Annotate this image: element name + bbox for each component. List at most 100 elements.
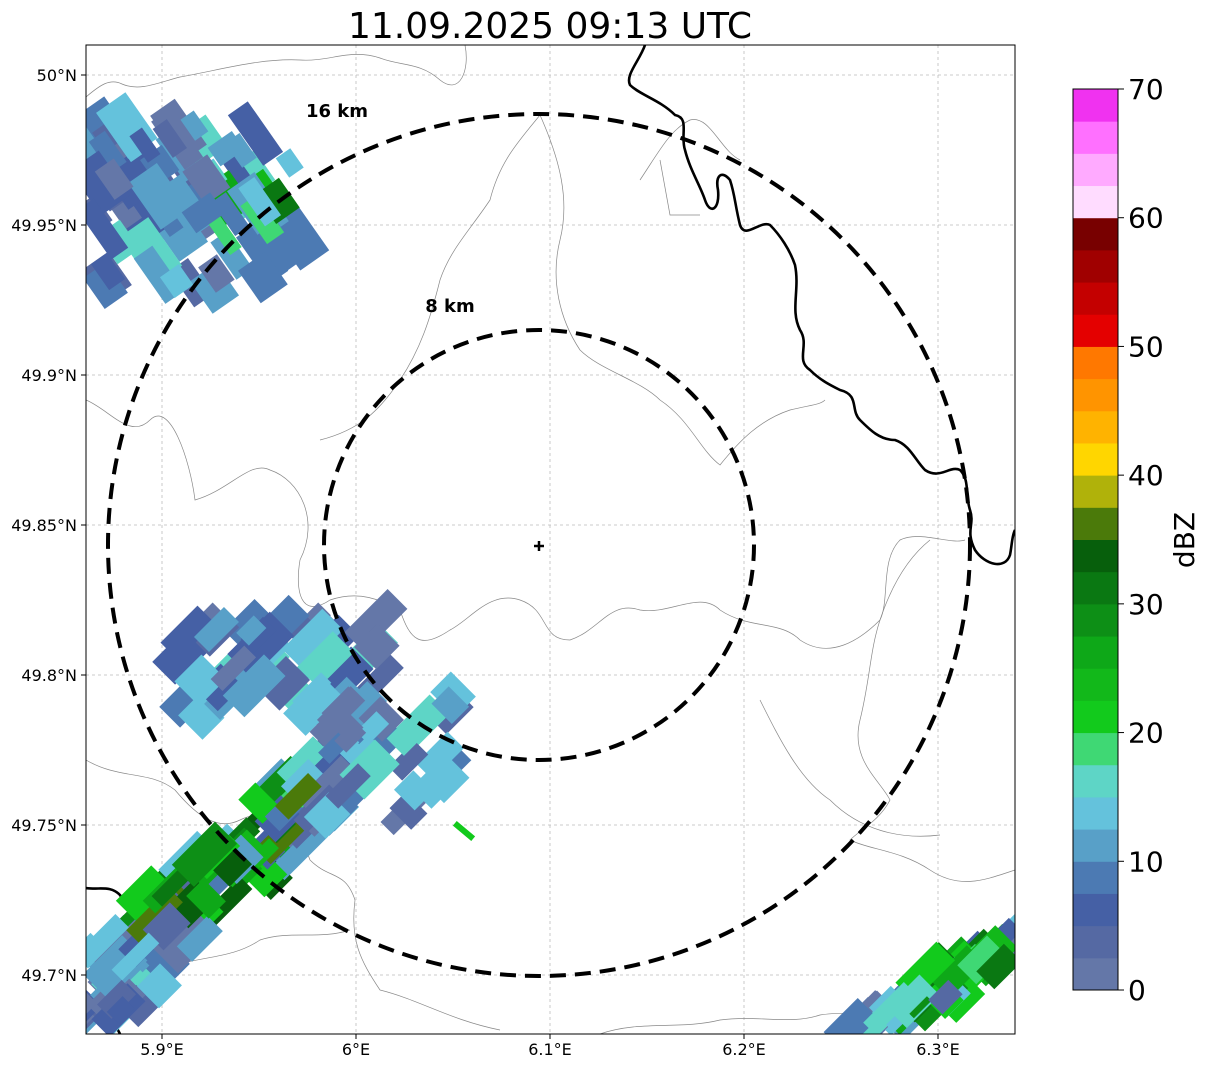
lon-tick-label: 6.2°E [722, 1040, 766, 1059]
echo-pixel [976, 943, 1015, 990]
colorbar-cell [1073, 539, 1118, 573]
echo-pixel [86, 198, 129, 260]
echo-pixel [181, 192, 225, 234]
colorbar-tick-label: 50 [1128, 330, 1164, 363]
echo-pixel [176, 915, 223, 962]
echo-pixel [297, 631, 354, 689]
colorbar-cell [1073, 378, 1118, 412]
colorbar-cell [1073, 636, 1118, 669]
echo-pixel [88, 130, 127, 174]
colorbar-cell [1073, 185, 1118, 219]
echo-pixel [386, 695, 448, 756]
colorbar-tick-label: 20 [1128, 717, 1164, 750]
echo-pixel [309, 702, 364, 757]
echo-pixel [389, 791, 428, 830]
echo-pixel [238, 251, 288, 304]
echo-pixel [152, 119, 187, 158]
colorbar-cell [1073, 249, 1118, 283]
colorbar-tick-label: 10 [1128, 845, 1164, 878]
colorbar-cell [1073, 957, 1118, 991]
range-ring-label-8km: 8 km [425, 296, 475, 317]
lat-tick-label: 49.75°N [11, 816, 77, 835]
echo-pixel [354, 623, 400, 670]
echo-pixel [292, 672, 332, 712]
colorbar-label: dBZ [1168, 512, 1201, 568]
colorbar-cell [1073, 410, 1118, 444]
colorbar: 0 10 20 30 40 50 60 70 dBZ [1072, 73, 1201, 1007]
colorbar-cell [1073, 571, 1118, 605]
echo-pixel [198, 254, 235, 293]
colorbar-tick-label: 40 [1128, 459, 1164, 492]
echo-pixel [90, 252, 126, 291]
echo-pixel [96, 979, 137, 1019]
echo-pixel [344, 589, 408, 653]
echo-pixel [271, 823, 328, 881]
echo-cell-4 [823, 907, 1015, 1034]
longitude-axis: 5.9°E 6°E 6.1°E 6.2°E 6.3°E [140, 1034, 960, 1059]
colorbar-cell [1073, 700, 1118, 734]
echo-pixel [394, 770, 434, 811]
colorbar-tick-label: 70 [1128, 73, 1164, 106]
colorbar-cell [1073, 893, 1118, 927]
colorbar-cell [1073, 668, 1118, 701]
radar-echoes [86, 92, 1015, 1034]
echo-pixel [823, 997, 879, 1034]
lon-tick-label: 5.9°E [140, 1040, 184, 1059]
echo-cell-3 [86, 702, 400, 1034]
range-ring-8km [322, 328, 756, 762]
echo-pixel [207, 130, 245, 167]
echo-pixel [178, 693, 225, 740]
colorbar-cell [1073, 796, 1118, 830]
echo-pixel [325, 763, 371, 809]
lat-tick-label: 50°N [37, 66, 77, 85]
echo-pixel [431, 686, 470, 725]
colorbar-cell [1073, 475, 1118, 508]
colorbar-cell [1073, 732, 1118, 766]
figure-title: 11.09.2025 09:13 UTC [348, 6, 752, 47]
colorbar-cell [1073, 217, 1118, 251]
colorbar-ticks: 0 10 20 30 40 50 60 70 [1118, 73, 1164, 1007]
echo-pixel [159, 264, 194, 299]
echo-pixel [206, 213, 242, 256]
colorbar-cell [1073, 764, 1118, 798]
colorbar-cell [1073, 89, 1118, 122]
colorbar-frame [1072, 88, 1119, 991]
echo-pixel [186, 878, 226, 919]
echo-pixel [275, 148, 304, 178]
range-ring-label-16km: 16 km [306, 101, 368, 122]
lat-tick-label: 49.85°N [11, 516, 77, 535]
admin-boundaries [86, 45, 1015, 1034]
echo-cell-0 [86, 92, 330, 314]
colorbar-tick-label: 0 [1128, 974, 1146, 1007]
echo-pixel [892, 976, 933, 1018]
echo-pixel [238, 176, 282, 227]
echo-pixel [210, 231, 253, 280]
colorbar-cell [1073, 861, 1118, 894]
lon-tick-label: 6°E [342, 1040, 370, 1059]
range-ring-16km [106, 112, 972, 978]
echo-pixel [193, 606, 239, 652]
echo-pixel [419, 753, 470, 804]
echo-pixel [142, 902, 191, 951]
echo-pixel [356, 711, 390, 745]
lat-tick-label: 49.95°N [11, 216, 77, 235]
colorbar-tick-label: 30 [1128, 588, 1164, 621]
colorbar-cell [1073, 346, 1118, 380]
echo-pixel [86, 981, 103, 1033]
radar-center-marker [534, 541, 544, 551]
echo-pixel [111, 932, 160, 981]
echo-pixel [94, 158, 134, 200]
echo-pixel [276, 736, 329, 789]
colorbar-cell [1073, 829, 1118, 862]
echo-pixel [452, 820, 476, 842]
echo-pixel [282, 608, 344, 671]
echo-pixel [211, 192, 250, 237]
echo-pixel [928, 979, 963, 1015]
colorbar-cell [1073, 603, 1118, 637]
graticule [86, 45, 1015, 1034]
echo-pixel [957, 935, 1007, 985]
echo-pixel [297, 755, 357, 816]
lat-tick-label: 49.9°N [21, 366, 77, 385]
echo-pixel [126, 887, 183, 945]
